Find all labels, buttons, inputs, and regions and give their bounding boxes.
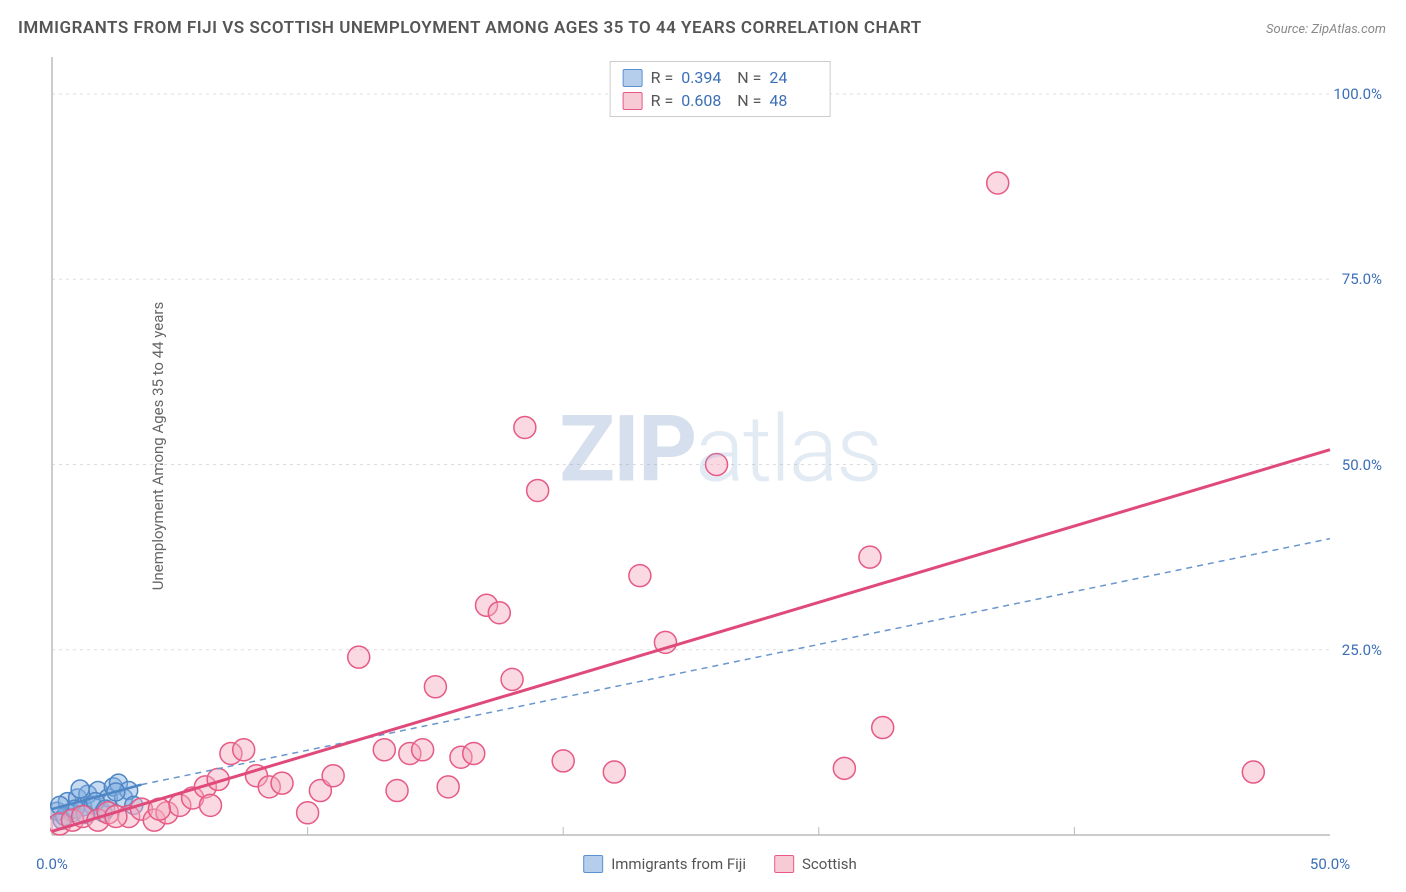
legend-swatch: [623, 69, 643, 87]
legend-label: Immigrants from Fiji: [611, 855, 746, 873]
legend-swatch: [623, 92, 643, 110]
y-tick-label: 100.0%: [1333, 85, 1382, 103]
legend-item: Immigrants from Fiji: [583, 855, 746, 873]
y-tick-label: 75.0%: [1342, 270, 1382, 288]
chart-title: IMMIGRANTS FROM FIJI VS SCOTTISH UNEMPLO…: [18, 18, 922, 38]
x-tick-label: 50.0%: [1310, 855, 1350, 873]
x-tick-label: 0.0%: [36, 855, 68, 873]
r-value: 0.608: [681, 91, 729, 110]
r-label: R =: [651, 68, 674, 87]
stats-row: R = 0.608 N = 48: [623, 89, 818, 112]
legend-swatch: [774, 855, 794, 873]
n-value: 48: [769, 91, 817, 110]
legend-label: Scottish: [802, 855, 857, 873]
plot-area: ZIPatlas R =0.394N =24R =0.608N =48 Immi…: [50, 55, 1390, 845]
n-label: N =: [737, 91, 761, 110]
bottom-legend: Immigrants from Fiji Scottish: [583, 855, 857, 873]
r-value: 0.394: [681, 68, 729, 87]
legend-item: Scottish: [774, 855, 857, 873]
y-tick-label: 25.0%: [1342, 641, 1382, 659]
source-label: Source: ZipAtlas.com: [1266, 22, 1386, 37]
y-tick-label: 50.0%: [1342, 456, 1382, 474]
stats-row: R = 0.394 N = 24: [623, 66, 818, 89]
legend-swatch: [583, 855, 603, 873]
n-label: N =: [737, 68, 761, 87]
stats-legend: R = 0.394 N = 24 R = 0.608 N = 48: [610, 61, 831, 117]
r-label: R =: [651, 91, 674, 110]
chart-svg: [50, 55, 1390, 845]
n-value: 24: [769, 68, 817, 87]
